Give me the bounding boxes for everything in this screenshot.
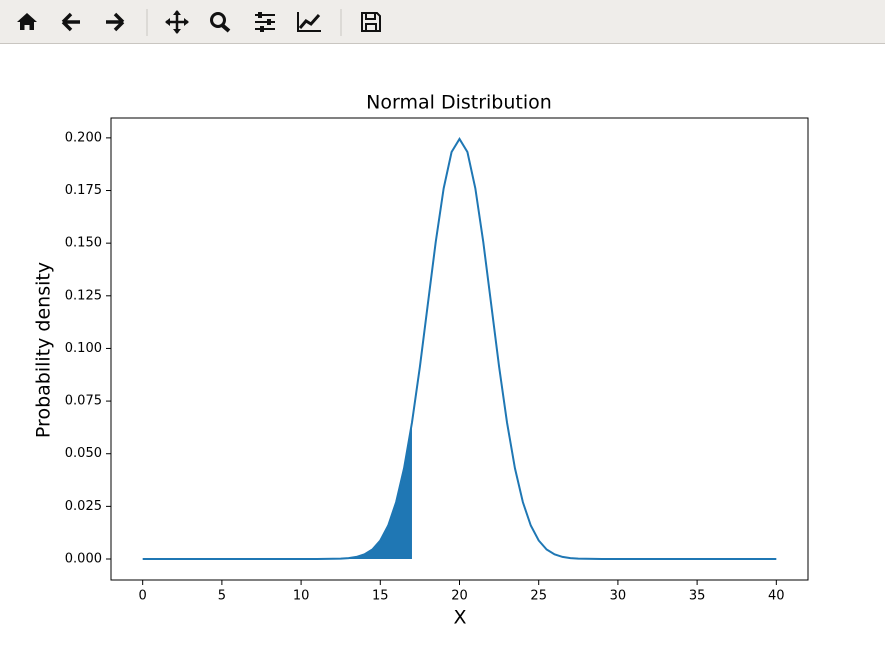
page: Normal Distribution X Probability densit… xyxy=(0,0,885,629)
x-tick-label: 15 xyxy=(372,589,389,604)
chart: Normal Distribution X Probability densit… xyxy=(33,92,809,629)
y-tick-label: 0.125 xyxy=(65,288,102,303)
shaded-area xyxy=(142,422,412,560)
y-tick-label: 0.150 xyxy=(65,236,102,251)
x-tick-label: 20 xyxy=(451,589,468,604)
chart-title: Normal Distribution xyxy=(366,92,552,114)
plot-frame xyxy=(110,117,809,581)
y-tick-label: 0.200 xyxy=(65,130,102,145)
x-tick-label: 5 xyxy=(218,589,226,604)
line xyxy=(142,137,777,561)
back-button[interactable] xyxy=(61,12,80,32)
x-axis-label: X xyxy=(453,607,466,629)
y-tick-label: 0.000 xyxy=(65,552,102,567)
x-tick-label: 30 xyxy=(610,589,627,604)
x-tick-label: 25 xyxy=(530,589,547,604)
y-tick-label: 0.100 xyxy=(65,341,102,356)
zoom-button[interactable] xyxy=(210,12,231,33)
home-button[interactable] xyxy=(17,13,37,30)
y-tick-label: 0.050 xyxy=(65,446,102,461)
forward-button[interactable] xyxy=(106,12,125,32)
toolbar-icons xyxy=(17,9,381,36)
y-tick-label: 0.025 xyxy=(65,499,102,514)
toolbar xyxy=(0,0,885,44)
edit-axes-button[interactable] xyxy=(297,12,321,32)
x-tick-label: 10 xyxy=(293,589,310,604)
y-tick-label: 0.175 xyxy=(65,183,102,198)
x-tick-label: 40 xyxy=(768,589,785,604)
pan-button[interactable] xyxy=(165,10,189,34)
configure-button[interactable] xyxy=(255,12,275,32)
x-tick-label: 0 xyxy=(139,589,147,604)
x-tick-label: 35 xyxy=(689,589,706,604)
y-tick-label: 0.075 xyxy=(65,394,102,409)
y-axis-label: Probability density xyxy=(33,262,55,438)
save-button[interactable] xyxy=(361,12,381,32)
